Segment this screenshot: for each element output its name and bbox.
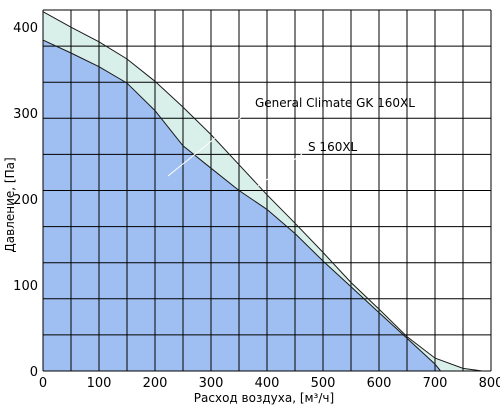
annotation-label: S 160XL (308, 140, 358, 154)
y-tick-label: 300 (13, 107, 38, 122)
y-tick-label: 200 (13, 193, 38, 208)
grid (42, 9, 492, 372)
y-tick-label: 100 (13, 279, 38, 294)
x-tick-label: 100 (87, 376, 112, 391)
x-tick-label: 0 (39, 376, 47, 391)
y-tick-label: 0 (30, 365, 38, 380)
y-axis-label: Давление, [Па] (3, 157, 17, 252)
x-tick-label: 500 (311, 376, 336, 391)
series-lines (42, 11, 483, 372)
x-tick-label: 600 (367, 376, 392, 391)
series-line-0 (42, 11, 483, 372)
x-tick-label: 400 (255, 376, 280, 391)
x-axis-label: Расход воздуха, [м³/ч] (194, 391, 334, 405)
y-axis-ticks: 0 100 200 300 400 (13, 21, 38, 380)
x-axis-ticks: 0 100 200 300 400 500 600 700 800 (39, 376, 500, 391)
series-line-1 (42, 39, 441, 372)
annotation-leader-line (167, 109, 251, 177)
x-tick-label: 200 (143, 376, 168, 391)
annotation-label: General Climate GK 160XL (255, 96, 415, 110)
series-areas (43, 11, 483, 371)
series-area-1 (43, 40, 441, 371)
y-tick-label: 400 (13, 21, 38, 36)
annotation-leader-line (257, 153, 303, 187)
x-tick-label: 700 (423, 376, 448, 391)
annotations: General Climate GK 160XL S 160XL (167, 96, 415, 187)
x-tick-label: 800 (479, 376, 500, 391)
x-tick-label: 300 (199, 376, 224, 391)
